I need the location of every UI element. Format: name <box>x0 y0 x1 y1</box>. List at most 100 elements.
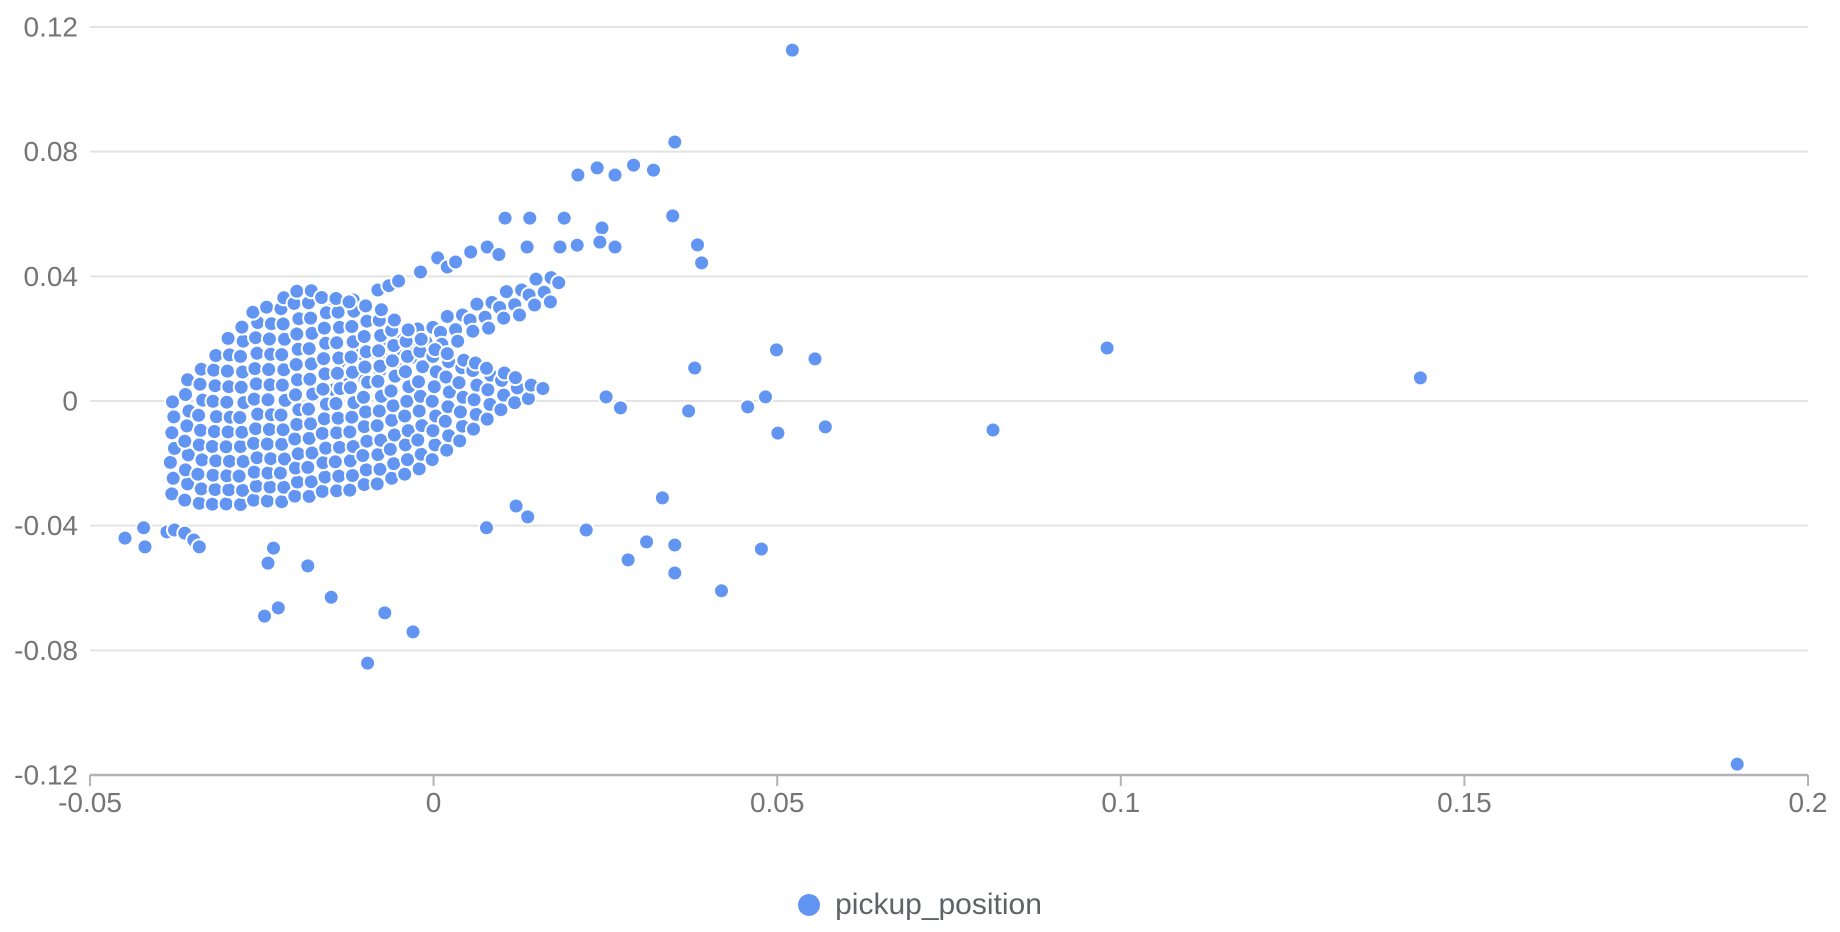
data-point[interactable] <box>396 363 414 381</box>
data-point[interactable] <box>551 238 569 256</box>
data-point[interactable] <box>368 417 386 435</box>
data-point[interactable] <box>322 588 340 606</box>
data-point[interactable] <box>597 388 615 406</box>
data-point[interactable] <box>355 328 373 345</box>
data-point[interactable] <box>326 453 344 471</box>
data-point[interactable] <box>372 301 390 319</box>
data-point[interactable] <box>768 341 785 359</box>
data-point[interactable] <box>383 352 401 370</box>
data-point[interactable] <box>436 412 454 430</box>
data-point[interactable] <box>1728 755 1746 773</box>
data-point[interactable] <box>450 374 468 392</box>
data-point[interactable] <box>287 356 305 373</box>
data-point[interactable] <box>438 441 456 459</box>
data-point[interactable] <box>354 447 372 464</box>
data-point[interactable] <box>399 321 417 339</box>
data-point[interactable] <box>247 329 265 347</box>
data-point[interactable] <box>713 582 730 600</box>
data-point[interactable] <box>192 421 210 439</box>
data-point[interactable] <box>752 540 770 558</box>
data-point[interactable] <box>984 421 1002 439</box>
data-point[interactable] <box>396 407 414 425</box>
data-point[interactable] <box>593 219 611 237</box>
data-point[interactable] <box>289 445 307 463</box>
data-point[interactable] <box>357 297 375 315</box>
data-point[interactable] <box>299 458 317 476</box>
data-point[interactable] <box>190 406 208 424</box>
data-point[interactable] <box>342 348 360 366</box>
data-point[interactable] <box>645 161 662 179</box>
data-point[interactable] <box>313 424 331 442</box>
data-point[interactable] <box>233 423 251 441</box>
data-point[interactable] <box>507 497 525 515</box>
data-point[interactable] <box>288 282 306 300</box>
data-point[interactable] <box>816 418 834 436</box>
data-point[interactable] <box>612 399 629 417</box>
data-point[interactable] <box>265 539 282 557</box>
data-point[interactable] <box>218 362 236 380</box>
data-point[interactable] <box>480 319 498 337</box>
data-point[interactable] <box>136 538 154 556</box>
data-point[interactable] <box>317 439 335 457</box>
data-point[interactable] <box>161 453 179 471</box>
data-point[interactable] <box>381 440 399 458</box>
data-point[interactable] <box>356 358 374 376</box>
data-point[interactable] <box>519 508 537 526</box>
data-point[interactable] <box>230 467 248 485</box>
data-point[interactable] <box>358 432 376 450</box>
data-point[interactable] <box>135 519 153 537</box>
data-point[interactable] <box>478 238 496 256</box>
data-point[interactable] <box>260 361 278 378</box>
data-point[interactable] <box>343 318 361 335</box>
data-point[interactable] <box>192 480 210 498</box>
data-point[interactable] <box>506 369 524 387</box>
data-point[interactable] <box>219 423 237 441</box>
data-point[interactable] <box>164 393 181 411</box>
data-point[interactable] <box>550 274 568 292</box>
data-point[interactable] <box>588 159 606 177</box>
data-point[interactable] <box>451 432 469 450</box>
data-point[interactable] <box>568 236 586 254</box>
data-point[interactable] <box>340 293 358 311</box>
data-point[interactable] <box>769 424 787 442</box>
data-point[interactable] <box>518 238 536 256</box>
data-point[interactable] <box>217 438 235 456</box>
data-point[interactable] <box>478 519 495 537</box>
data-point[interactable] <box>288 325 306 343</box>
data-point[interactable] <box>220 481 238 499</box>
data-point[interactable] <box>313 482 331 500</box>
data-point[interactable] <box>376 604 394 622</box>
data-point[interactable] <box>606 166 624 184</box>
data-point[interactable] <box>666 536 684 554</box>
data-point[interactable] <box>286 487 304 505</box>
data-point[interactable] <box>116 529 134 547</box>
data-point[interactable] <box>315 319 333 337</box>
data-point[interactable] <box>465 391 483 409</box>
data-point[interactable] <box>259 391 277 409</box>
data-point[interactable] <box>577 521 595 539</box>
data-point[interactable] <box>606 238 624 256</box>
data-point[interactable] <box>327 395 345 412</box>
data-point[interactable] <box>300 340 318 358</box>
data-point[interactable] <box>625 156 643 174</box>
data-point[interactable] <box>783 41 801 59</box>
data-point[interactable] <box>176 491 194 509</box>
data-point[interactable] <box>256 607 273 625</box>
data-point[interactable] <box>591 233 609 251</box>
data-point[interactable] <box>410 373 427 391</box>
data-point[interactable] <box>217 495 235 513</box>
data-point[interactable] <box>370 342 388 360</box>
data-point[interactable] <box>245 390 263 408</box>
data-point[interactable] <box>193 451 211 469</box>
data-point[interactable] <box>689 236 706 254</box>
data-point[interactable] <box>274 315 292 333</box>
data-point[interactable] <box>739 398 757 416</box>
data-point[interactable] <box>316 468 334 486</box>
data-point[interactable] <box>369 372 387 390</box>
data-point[interactable] <box>479 381 497 399</box>
data-point[interactable] <box>423 451 441 469</box>
data-point[interactable] <box>410 460 428 478</box>
data-point[interactable] <box>191 375 209 393</box>
data-point[interactable] <box>204 466 222 484</box>
data-point[interactable] <box>233 318 251 336</box>
